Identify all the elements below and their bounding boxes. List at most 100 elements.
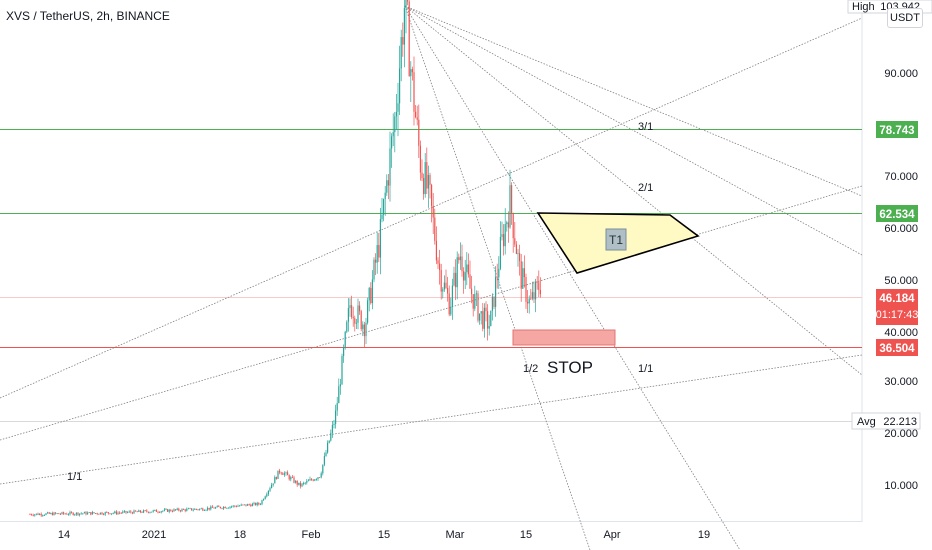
candle-body — [42, 515, 44, 516]
candle-body — [357, 305, 359, 323]
candle-body — [339, 384, 341, 387]
price-axis[interactable]: 90.000 70.000 60.000 50.000 40.000 30.00… — [884, 68, 918, 492]
candle-body — [75, 512, 77, 515]
candle-body — [419, 145, 421, 173]
candle-body — [517, 253, 519, 255]
svg-text:62.534: 62.534 — [879, 209, 915, 221]
candle-body — [261, 500, 263, 505]
price-tag-resistance-2: 62.534 — [876, 205, 918, 222]
candle-body — [279, 470, 281, 473]
candle-body — [155, 509, 157, 512]
candle-body — [403, 7, 405, 45]
candle-body — [72, 512, 74, 515]
price-tag-last: 46.184 01:17:43 — [876, 289, 919, 325]
candle-body — [131, 512, 133, 514]
candle-body — [480, 311, 482, 314]
candle-body — [416, 117, 418, 120]
candle-body — [87, 512, 89, 515]
candle-body — [485, 307, 487, 312]
candle-body — [427, 174, 429, 189]
candle-body — [271, 484, 273, 489]
candle-body — [325, 452, 327, 457]
candle-body — [130, 511, 132, 513]
price-tag-support: 36.504 — [876, 339, 918, 356]
candle-body — [304, 482, 306, 484]
candle-body — [459, 256, 461, 261]
candle-body — [219, 506, 221, 509]
candle-body — [184, 509, 186, 511]
candle-body — [136, 511, 138, 513]
candle-body — [453, 272, 455, 286]
fan-label-1-2: 1/2 — [523, 363, 538, 375]
candle-body — [322, 464, 324, 474]
candle-body — [410, 69, 412, 77]
trend-line-upper — [0, 17, 863, 399]
candle-body — [144, 510, 146, 512]
candle-body — [307, 480, 309, 482]
candle-body — [298, 482, 300, 485]
candle-body — [56, 513, 58, 515]
stop-label: STOP — [547, 358, 593, 377]
candle-body — [525, 277, 527, 302]
candle-body — [45, 513, 47, 515]
candle-body — [285, 472, 287, 474]
candle-body — [79, 513, 81, 515]
candle-body — [368, 287, 370, 301]
candle-body — [106, 512, 108, 513]
candle-body — [515, 244, 517, 254]
candle-body — [434, 217, 436, 241]
time-axis[interactable]: 14 2021 18 Feb 15 Mar 15 Apr 19 — [58, 529, 710, 541]
candle-body — [527, 301, 529, 304]
candle-body — [466, 264, 468, 273]
candle-body — [31, 514, 33, 516]
candle-body — [149, 512, 151, 513]
candle-body — [152, 510, 154, 512]
x-tick-19: 19 — [698, 529, 710, 541]
candle-body — [519, 253, 521, 262]
candle-body — [367, 300, 369, 323]
bar-countdown: 01:17:43 — [876, 309, 919, 321]
candle-body — [69, 512, 71, 515]
candle-body — [299, 482, 301, 487]
candle-body — [471, 288, 473, 295]
candle-body — [173, 509, 175, 512]
gann-fan[interactable] — [404, 5, 863, 550]
candle-body — [533, 292, 535, 300]
candle-body — [189, 508, 191, 510]
candle-body — [490, 310, 492, 327]
candle-body — [288, 475, 290, 480]
candle-body — [138, 510, 140, 512]
candle-body — [275, 477, 277, 479]
candle-body — [384, 192, 386, 199]
candle-body — [154, 509, 156, 511]
candle-body — [333, 423, 335, 426]
candle-body — [91, 512, 93, 515]
candle-body — [331, 425, 333, 433]
candle-body — [282, 473, 284, 475]
candle-body — [47, 512, 49, 514]
svg-text:36.504: 36.504 — [879, 343, 915, 355]
y-tick-60: 60.000 — [884, 223, 918, 235]
trend-lines[interactable] — [0, 17, 863, 485]
currency-button[interactable]: USDT — [887, 8, 923, 28]
stop-zone[interactable] — [512, 329, 616, 346]
x-tick-15-feb: 15 — [378, 529, 390, 541]
candle-body — [175, 509, 177, 511]
candle-body — [370, 287, 372, 304]
candle-body — [531, 292, 533, 299]
candle-body — [178, 508, 180, 511]
candle-body — [296, 480, 298, 485]
candle-body — [418, 119, 420, 146]
candle-body — [301, 483, 303, 487]
candle-body — [379, 219, 381, 258]
candle-body — [266, 494, 268, 497]
candle-body — [227, 507, 229, 509]
candle-body — [392, 132, 394, 137]
fan-line-1-1 — [404, 5, 863, 376]
candle-body — [528, 298, 530, 304]
candle-body — [63, 512, 65, 514]
candle-body — [255, 502, 257, 506]
candle-body — [394, 116, 396, 133]
candle-body — [98, 513, 100, 515]
